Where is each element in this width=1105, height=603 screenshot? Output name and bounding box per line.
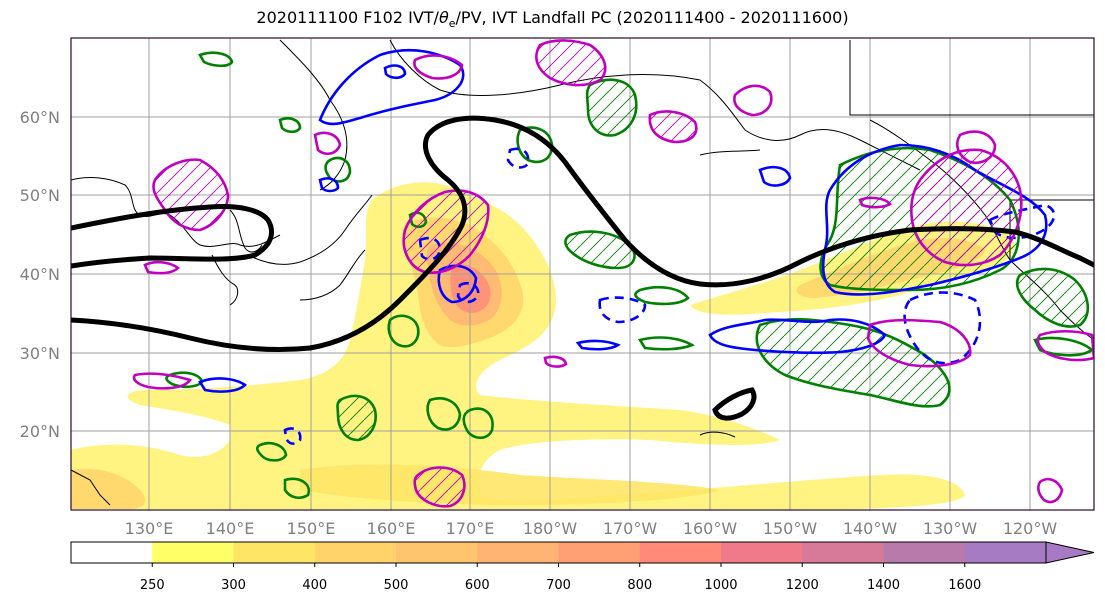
ivt-plume-main xyxy=(71,182,965,509)
black-contour-closed xyxy=(712,387,757,421)
lon-label-130w: 130°W xyxy=(923,519,978,538)
colorbar-segment xyxy=(396,542,478,563)
ivt-sw-corner xyxy=(71,468,146,509)
latitude-labels: 60°N 50°N 40°N 30°N 20°N xyxy=(20,108,60,441)
colorbar-tick-label: 300 xyxy=(221,578,246,593)
colorbar-segment xyxy=(721,542,803,563)
colorbar-tick-label: 400 xyxy=(302,578,327,593)
black-contour-jet xyxy=(71,115,1094,353)
colorbar-tick-label: 500 xyxy=(384,578,409,593)
colorbar-tick-label: 1600 xyxy=(948,578,981,593)
blue-contours xyxy=(198,48,1056,445)
lat-label-40n: 40°N xyxy=(20,265,60,284)
colorbar-tick-label: 1000 xyxy=(704,578,737,593)
colorbar-tick-label: 800 xyxy=(627,578,652,593)
map-frame xyxy=(70,37,1095,511)
colorbar-segment xyxy=(152,542,234,563)
lon-label-170e: 170°E xyxy=(446,519,495,538)
colorbar-tick-label: 250 xyxy=(140,578,165,593)
colorbar-segment xyxy=(558,542,641,563)
colorbar-tick-label: 1200 xyxy=(786,578,819,593)
lon-label-140w: 140°W xyxy=(843,519,898,538)
lat-label-30n: 30°N xyxy=(20,344,60,363)
colorbar-extension xyxy=(1045,541,1095,564)
colorbar-tick-label: 700 xyxy=(546,578,571,593)
lon-label-160w: 160°W xyxy=(683,519,738,538)
colorbar-segment xyxy=(883,542,966,563)
lat-label-20n: 20°N xyxy=(20,422,60,441)
lon-label-160e: 160°E xyxy=(367,519,416,538)
black-contours xyxy=(71,115,1094,421)
colorbar-segment xyxy=(477,542,559,563)
lat-label-50n: 50°N xyxy=(20,186,60,205)
longitude-labels: 130°E 140°E 150°E 160°E 170°E 180°W 170°… xyxy=(125,519,1058,538)
black-contour-north-asia xyxy=(71,204,274,269)
colorbar-segment xyxy=(314,542,397,563)
colorbar: 250 300 400 500 600 700 800 1000 1200 1400 1600 xyxy=(70,541,1095,593)
colorbar-tick-label: 1400 xyxy=(867,578,900,593)
colorbar-segment xyxy=(964,542,1047,563)
lon-label-150e: 150°E xyxy=(287,519,336,538)
lon-label-130e: 130°E xyxy=(125,519,174,538)
map-title: 2020111100 F102 IVT/θe/PV, IVT Landfall … xyxy=(256,8,849,31)
lat-label-60n: 60°N xyxy=(20,108,60,127)
lon-label-150w: 150°W xyxy=(763,519,818,538)
lon-label-180w: 180°W xyxy=(523,519,578,538)
colorbar-segment xyxy=(639,542,722,563)
lon-label-120w: 120°W xyxy=(1003,519,1058,538)
colorbar-segment xyxy=(71,542,153,563)
colorbar-tick-label: 600 xyxy=(465,578,490,593)
lon-label-170w: 170°W xyxy=(603,519,658,538)
colorbar-segment xyxy=(233,542,316,563)
colorbar-segment xyxy=(802,542,884,563)
lon-label-140e: 140°E xyxy=(206,519,255,538)
ivt-south-band xyxy=(300,464,720,505)
